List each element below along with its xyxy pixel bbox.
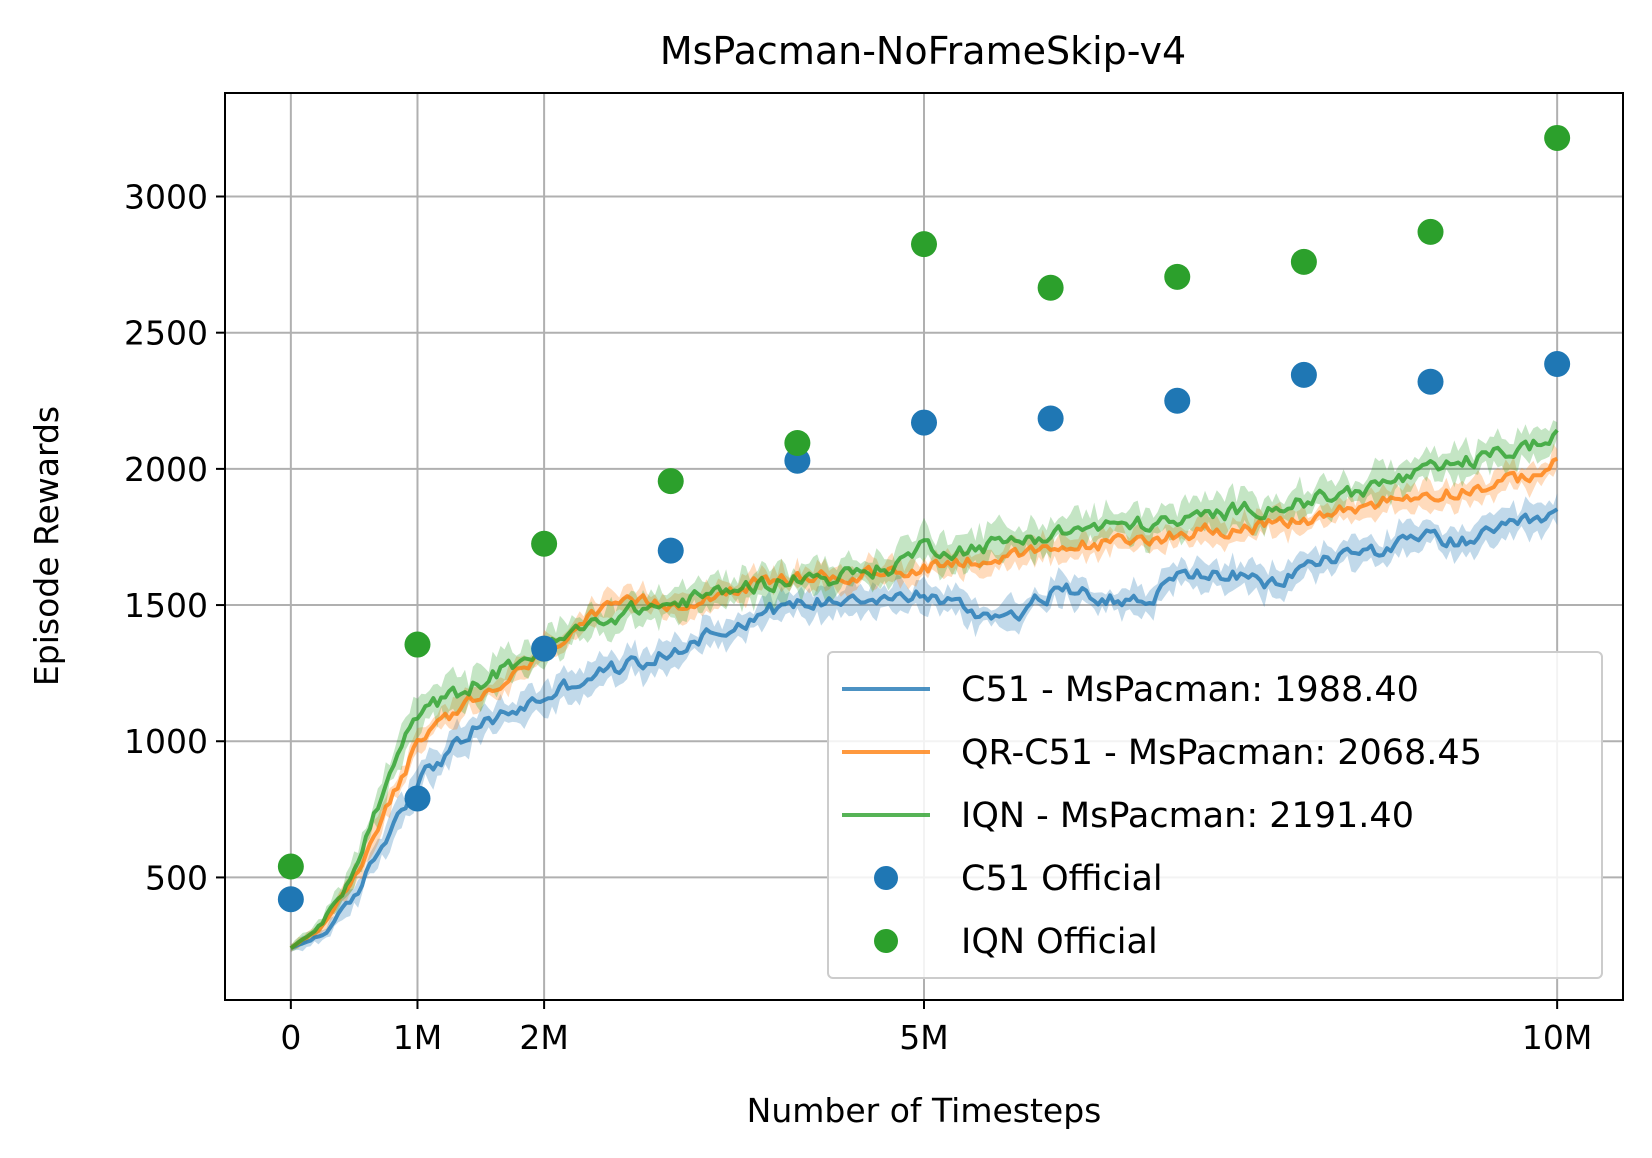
x-tick-label: 10M xyxy=(1522,1018,1592,1057)
point-iqn-official xyxy=(531,530,558,557)
point-c51-official xyxy=(404,785,431,812)
y-axis-label: Episode Rewards xyxy=(27,406,66,686)
y-tick-label: 1000 xyxy=(124,722,208,761)
x-tick-label: 2M xyxy=(519,1018,568,1057)
x-axis-label: Number of Timesteps xyxy=(747,1091,1102,1130)
legend-label-c51-official: C51 Official xyxy=(961,859,1163,899)
point-c51-official xyxy=(1290,361,1317,388)
legend-marker-iqn-official xyxy=(874,929,898,953)
series-lines xyxy=(289,428,1559,951)
point-iqn-official xyxy=(1290,248,1317,275)
point-iqn-official xyxy=(1037,274,1064,301)
point-iqn-official xyxy=(657,468,684,495)
point-iqn-official xyxy=(404,631,431,658)
point-c51-official xyxy=(277,886,304,913)
official-points xyxy=(277,124,1571,913)
point-c51-official xyxy=(911,409,937,436)
point-iqn-official xyxy=(1417,218,1444,245)
point-c51-official xyxy=(1417,368,1444,395)
y-tick-label: 2000 xyxy=(124,450,208,489)
legend-label-iqn-official: IQN Official xyxy=(961,922,1158,962)
point-c51-official xyxy=(1544,351,1571,378)
legend-marker-c51-official xyxy=(874,866,898,890)
band-c51 xyxy=(290,493,1558,953)
legend-label-iqn: IQN - MsPacman: 2191.40 xyxy=(961,796,1414,836)
x-tick-label: 1M xyxy=(393,1018,442,1057)
point-iqn-official xyxy=(911,231,937,258)
point-iqn-official xyxy=(784,429,811,456)
point-iqn-official xyxy=(277,853,304,880)
legend: C51 - MsPacman: 1988.40 QR-C51 - MsPacma… xyxy=(827,651,1603,979)
line-c51 xyxy=(289,507,1559,951)
y-tick-label: 1500 xyxy=(124,586,208,625)
point-c51-official xyxy=(531,635,558,662)
point-c51-official xyxy=(1164,387,1191,414)
legend-label-qr-c51: QR-C51 - MsPacman: 2068.45 xyxy=(961,733,1482,773)
line-iqn xyxy=(289,428,1559,950)
y-tick-label: 2500 xyxy=(124,314,208,353)
point-c51-official xyxy=(1037,405,1064,432)
point-iqn-official xyxy=(1544,124,1571,151)
chart-title: MsPacman-NoFrameSkip-v4 xyxy=(660,29,1186,73)
legend-label-c51: C51 - MsPacman: 1988.40 xyxy=(961,670,1419,710)
y-tick-label: 3000 xyxy=(124,178,208,217)
point-iqn-official xyxy=(1164,263,1191,290)
point-c51-official xyxy=(657,537,684,564)
line-qr-c51 xyxy=(289,456,1558,950)
x-tick-label: 5M xyxy=(899,1018,948,1057)
axis-ticks: 0 1M 2M 5M 10M 500 1000 1500 2000 2500 3000 xyxy=(124,178,1592,1057)
y-tick-label: 500 xyxy=(145,858,208,897)
band-iqn xyxy=(290,420,1558,951)
x-tick-label: 0 xyxy=(280,1018,301,1057)
legend-box xyxy=(827,651,1603,979)
